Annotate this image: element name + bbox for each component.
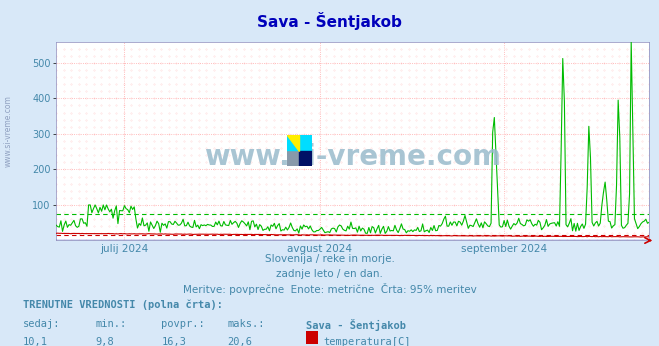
Bar [299,135,312,151]
Bar [287,151,299,166]
Text: www.si-vreme.com: www.si-vreme.com [3,95,13,167]
Text: maks.:: maks.: [227,319,265,329]
Text: Slovenija / reke in morje.: Slovenija / reke in morje. [264,254,395,264]
Text: min.:: min.: [96,319,127,329]
Text: september 2024: september 2024 [461,244,547,254]
Text: zadnje leto / en dan.: zadnje leto / en dan. [276,269,383,279]
Text: 9,8: 9,8 [96,337,114,346]
Text: temperatura[C]: temperatura[C] [323,337,411,346]
Polygon shape [287,135,299,151]
Text: TRENUTNE VREDNOSTI (polna črta):: TRENUTNE VREDNOSTI (polna črta): [23,299,223,310]
Text: 20,6: 20,6 [227,337,252,346]
Text: sedaj:: sedaj: [23,319,61,329]
Text: avgust 2024: avgust 2024 [287,244,353,254]
Text: povpr.:: povpr.: [161,319,205,329]
Bar [299,151,312,166]
Text: 10,1: 10,1 [23,337,48,346]
Text: julij 2024: julij 2024 [100,244,148,254]
Text: Sava - Šentjakob: Sava - Šentjakob [306,319,407,331]
Text: Sava - Šentjakob: Sava - Šentjakob [257,12,402,30]
Polygon shape [287,135,299,151]
Text: 16,3: 16,3 [161,337,186,346]
Text: Meritve: povprečne  Enote: metrične  Črta: 95% meritev: Meritve: povprečne Enote: metrične Črta:… [183,283,476,295]
Text: www.si-vreme.com: www.si-vreme.com [204,143,501,171]
Bar [287,135,299,151]
